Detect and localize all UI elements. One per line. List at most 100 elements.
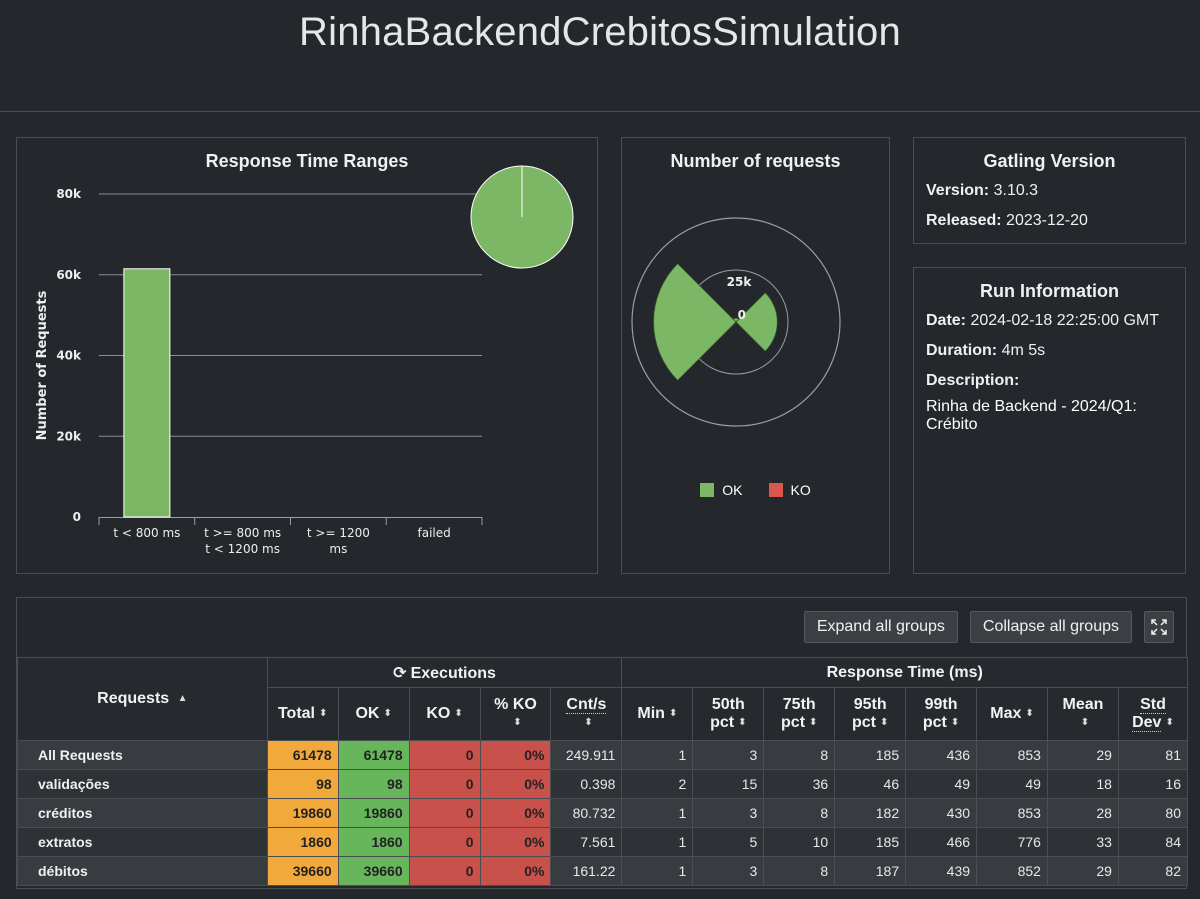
polar-sector-extratos (732, 317, 740, 323)
page-title: RinhaBackendCrebitosSimulation (299, 10, 901, 54)
cell-name[interactable]: All Requests (17, 740, 268, 770)
cell-mean: 28 (1046, 798, 1119, 828)
response-time-ranges-title: Response Time Ranges (205, 151, 409, 171)
fullscreen-button[interactable] (1144, 611, 1174, 643)
cell-std: 81 (1117, 740, 1189, 770)
polar-tick-label: 25k (727, 275, 753, 289)
polar-sector-debitos (653, 262, 737, 382)
cell-min: 1 (621, 827, 694, 857)
y-tick-label: 80k (56, 187, 82, 201)
col-min[interactable]: Min ⬍ (621, 687, 694, 741)
cell-p95: 46 (834, 769, 907, 799)
col-mean[interactable]: Mean ⬍ (1046, 687, 1119, 741)
legend-ok-label: OK (722, 482, 743, 498)
col-pct-ko[interactable]: % KO ⬍ (479, 687, 552, 741)
col-p95-label-a: 95th (853, 695, 887, 713)
cell-name[interactable]: créditos (17, 798, 268, 828)
gatling-version-panel: Gatling Version Version: 3.10.3 Released… (913, 137, 1186, 244)
col-cnt-s[interactable]: Cnt/s ⬍ (550, 687, 623, 741)
gatling-version-title: Gatling Version (983, 151, 1116, 171)
col-std-dev[interactable]: Std Dev ⬍ (1117, 687, 1189, 741)
cell-max: 853 (976, 740, 1048, 770)
sort-icon: ⬍ (513, 716, 522, 728)
col-ko-label: KO (426, 705, 451, 723)
table-row[interactable]: extratos 1860 1860 0 0% 7.561 1 5 10 185 466 776 33 8… (17, 827, 1189, 857)
cell-p95: 182 (834, 798, 907, 828)
col-ok[interactable]: OK ⬍ (337, 687, 410, 741)
col-total[interactable]: Total ⬍ (266, 687, 339, 741)
legend-ko-label: KO (790, 482, 811, 498)
sort-icon: ⬍ (1165, 716, 1174, 728)
sort-ascending-icon: ▲ (177, 693, 188, 705)
y-tick-label: 40k (56, 349, 82, 363)
cell-p75: 10 (763, 827, 836, 857)
y-tick-label: 20k (56, 429, 82, 443)
expand-all-groups-button[interactable]: Expand all groups (803, 611, 958, 643)
date-row: Date: 2024-02-18 22:25:00 GMT (914, 312, 1185, 330)
cell-ok: 39660 (337, 856, 410, 886)
cell-name[interactable]: validações (17, 769, 268, 799)
number-of-requests-chart: 0 25k (631, 217, 841, 427)
cell-p75: 8 (763, 740, 836, 770)
cell-std: 80 (1117, 798, 1189, 828)
cell-p75: 36 (763, 769, 836, 799)
x-tick-label: t >= 800 ms (204, 526, 281, 540)
col-std-label-a: Std (1140, 695, 1166, 714)
cell-ok: 61478 (337, 740, 410, 770)
x-tick-label: t < 1200 ms (205, 542, 280, 556)
cell-std: 84 (1117, 827, 1189, 857)
cell-cnt-s: 80.732 (550, 798, 623, 828)
table-row[interactable]: créditos 19860 19860 0 0% 80.732 1 3 8 182 430 853 2… (17, 798, 1189, 828)
legend-item-ok[interactable]: OK (700, 482, 743, 498)
y-tick-label: 0 (73, 510, 81, 524)
requests-column-header[interactable]: Requests ▲ (17, 657, 268, 741)
sort-icon: ⬍ (1025, 707, 1034, 719)
col-pct-ko-label: % KO (494, 695, 537, 713)
cell-total: 98 (266, 769, 339, 799)
executions-header: ⟳ Executions (266, 657, 623, 688)
col-p95[interactable]: 95th pct ⬍ (834, 687, 907, 741)
col-p75[interactable]: 75th pct ⬍ (763, 687, 836, 741)
cell-min: 1 (621, 740, 694, 770)
legend-item-ko[interactable]: KO (768, 482, 811, 498)
y-axis-label: Number of Requests (35, 290, 50, 440)
cell-p95: 185 (834, 827, 907, 857)
cell-name[interactable]: débitos (17, 856, 268, 886)
col-mean-label: Mean (1062, 695, 1104, 713)
collapse-all-groups-button[interactable]: Collapse all groups (969, 611, 1132, 643)
y-tick-label: 60k (56, 268, 82, 282)
refresh-icon: ⟳ (393, 664, 407, 682)
sort-icon: ⬍ (809, 716, 818, 728)
cell-p99: 49 (905, 769, 978, 799)
col-ko[interactable]: KO ⬍ (408, 687, 481, 741)
statistics-panel: Expand all groups Collapse all groups Re… (16, 597, 1189, 889)
col-max[interactable]: Max ⬍ (976, 687, 1048, 741)
cell-total: 1860 (266, 827, 339, 857)
cell-max: 49 (976, 769, 1048, 799)
cell-total: 19860 (266, 798, 339, 828)
col-ok-label: OK (355, 705, 380, 723)
col-total-label: Total (277, 705, 315, 723)
cell-pct-ko: 0% (479, 856, 552, 886)
duration-value: 4m 5s (1001, 342, 1046, 359)
sort-icon: ⬍ (584, 716, 593, 728)
cell-name[interactable]: extratos (17, 827, 268, 857)
col-p99[interactable]: 99th pct ⬍ (905, 687, 978, 741)
table-row[interactable]: All Requests 61478 61478 0 0% 249.911 1 3 8 185 43… (17, 740, 1189, 770)
cell-mean: 33 (1046, 827, 1119, 857)
col-p50[interactable]: 50th pct ⬍ (692, 687, 765, 741)
chart-legend: OK KO (622, 482, 889, 498)
expand-arrows-icon (1151, 619, 1167, 635)
table-row[interactable]: débitos 39660 39660 0 0% 161.22 1 3 8 187 439 852 29… (17, 856, 1189, 886)
cell-total: 39660 (266, 856, 339, 886)
cell-ok: 19860 (337, 798, 410, 828)
requests-header-label: Requests (97, 690, 170, 707)
polar-tick-label: 0 (738, 308, 746, 322)
cell-std: 82 (1117, 856, 1189, 886)
x-tick-label: ms (329, 542, 347, 556)
table-row[interactable]: validações 98 98 0 0% 0.398 2 15 36 46 49 49 18 16 (17, 769, 1189, 799)
cell-max: 776 (976, 827, 1048, 857)
cell-pct-ko: 0% (479, 740, 552, 770)
version-row: Version: 3.10.3 (914, 182, 1185, 200)
col-p75-label-b: pct (781, 714, 806, 732)
